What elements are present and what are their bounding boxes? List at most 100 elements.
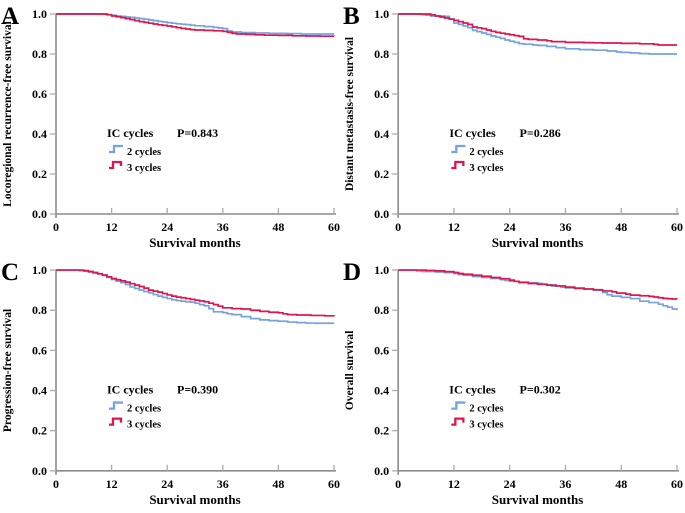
- legend-label-3-cycles: 3 cycles: [127, 420, 161, 431]
- x-tick-label: 48: [615, 220, 627, 234]
- km-curve-3-cycles: [56, 269, 335, 317]
- legend-step-icon-3-cycles: [109, 417, 123, 426]
- x-tick-label: 60: [671, 477, 683, 491]
- panel-b-distant-metastasis-free-survival: 0.0 0.2 0.4 0.6 0.8 1.0 0 12 24 36 48 60 Distant met…: [342, 0, 685, 256]
- y-tick-label: 0.6: [374, 343, 389, 357]
- x-axis-title: Survival months: [492, 235, 584, 250]
- x-tick-label: 12: [106, 220, 118, 234]
- legend-step-icon-3-cycles: [451, 417, 465, 426]
- p-value: P=0.390: [177, 383, 218, 397]
- legend-title: IC cycles: [107, 383, 154, 397]
- y-tick-label: 0.4: [32, 127, 47, 141]
- x-axis-title: Survival months: [492, 492, 584, 507]
- km-curve-2-cycles: [398, 13, 677, 55]
- panel-c-progression-free-survival: 0.0 0.2 0.4 0.6 0.8 1.0 0 12 24 36 48 60 Progression…: [0, 256, 342, 513]
- x-tick-label: 60: [328, 220, 340, 234]
- panel-d-overall-survival: 0.0 0.2 0.4 0.6 0.8 1.0 0 12 24 36 48 60 Overall sur…: [342, 256, 685, 513]
- y-axis-title: Progression-free survival: [2, 309, 14, 432]
- legend-step-icon-3-cycles: [451, 160, 465, 170]
- x-tick-label: 36: [217, 220, 229, 234]
- y-tick-label: 0.0: [32, 207, 47, 221]
- x-tick-label: 24: [161, 477, 173, 491]
- legend-step-icon-2-cycles: [451, 144, 466, 154]
- x-axis-title: Survival months: [149, 492, 240, 507]
- y-tick-label: 0.4: [374, 384, 389, 398]
- p-value: P=0.302: [520, 383, 561, 397]
- legend-title: IC cycles: [449, 383, 496, 397]
- y-tick-label: 1.0: [32, 7, 47, 21]
- p-value: P=0.843: [177, 126, 218, 140]
- km-plot-d: 0.0 0.2 0.4 0.6 0.8 1.0 0 12 24 36 48 60 Overall sur…: [343, 259, 683, 507]
- legend-step-icon-2-cycles: [109, 401, 123, 410]
- x-tick-label: 36: [559, 477, 571, 491]
- x-tick-label: 48: [272, 477, 284, 491]
- x-tick-label: 24: [504, 477, 516, 491]
- y-tick-label: 0.2: [374, 167, 389, 181]
- y-tick-label: 0.2: [374, 424, 389, 438]
- legend-label-3-cycles: 3 cycles: [469, 163, 503, 174]
- p-value: P=0.286: [520, 126, 561, 140]
- legend-label-2-cycles: 2 cycles: [127, 147, 161, 158]
- y-axis-title: Overall survival: [344, 331, 356, 411]
- x-tick-label: 0: [395, 477, 401, 491]
- y-tick-label: 0.2: [32, 167, 47, 181]
- y-tick-label: 1.0: [32, 263, 47, 277]
- legend-label-3-cycles: 3 cycles: [469, 420, 503, 431]
- x-tick-label: 12: [448, 477, 460, 491]
- km-curve-3-cycles: [56, 13, 335, 38]
- y-tick-label: 0.8: [374, 303, 389, 317]
- y-axis-title: Distant metastasis-free survival: [344, 37, 356, 191]
- legend-title: IC cycles: [107, 126, 154, 140]
- legend-step-icon-3-cycles: [109, 160, 123, 170]
- y-tick-label: 0.0: [32, 464, 47, 478]
- x-tick-label: 0: [395, 220, 401, 234]
- x-axis-title: Survival months: [149, 235, 240, 250]
- y-tick-label: 0.6: [32, 87, 47, 101]
- y-tick-label: 0.6: [374, 87, 389, 101]
- y-tick-label: 0.4: [374, 127, 389, 141]
- y-tick-label: 1.0: [374, 7, 389, 21]
- x-tick-label: 36: [217, 477, 229, 491]
- y-tick-label: 0.8: [32, 303, 47, 317]
- x-tick-label: 0: [53, 477, 59, 491]
- km-curve-3-cycles: [398, 13, 677, 46]
- x-tick-label: 12: [448, 220, 460, 234]
- x-tick-label: 24: [504, 220, 516, 234]
- panel-a-locoregional-recurrence-free-survival: 0.0 0.2 0.4 0.6 0.8 1.0 0 12 24 36 48 60 Locoregiona…: [0, 0, 342, 256]
- legend-step-icon-2-cycles: [451, 401, 466, 410]
- x-tick-label: 48: [615, 477, 627, 491]
- panel-letter: C: [1, 259, 19, 286]
- legend-label-2-cycles: 2 cycles: [469, 404, 503, 415]
- legend-title: IC cycles: [449, 126, 496, 140]
- y-tick-label: 0.8: [374, 47, 389, 61]
- panel-letter: B: [343, 3, 360, 30]
- legend-step-icon-2-cycles: [109, 144, 123, 154]
- km-curve-2-cycles: [56, 13, 334, 35]
- y-tick-label: 0.0: [374, 207, 389, 221]
- x-tick-label: 36: [559, 220, 571, 234]
- legend-label-2-cycles: 2 cycles: [127, 404, 161, 415]
- y-tick-label: 0.4: [32, 384, 47, 398]
- y-tick-label: 0.2: [32, 424, 47, 438]
- km-curve-3-cycles: [398, 269, 678, 300]
- x-tick-label: 60: [328, 477, 340, 491]
- x-tick-label: 0: [53, 220, 59, 234]
- km-plot-b: 0.0 0.2 0.4 0.6 0.8 1.0 0 12 24 36 48 60 Distant met…: [343, 3, 683, 250]
- km-curve-2-cycles: [398, 269, 678, 311]
- panel-letter: D: [343, 259, 361, 286]
- km-plot-c: 0.0 0.2 0.4 0.6 0.8 1.0 0 12 24 36 48 60 Progression…: [1, 259, 340, 507]
- legend-label-3-cycles: 3 cycles: [127, 163, 161, 174]
- panel-letter: A: [1, 3, 19, 30]
- y-tick-label: 0.0: [374, 464, 389, 478]
- y-axis-title: Locoregional recurrence-free survival: [2, 21, 14, 207]
- y-tick-label: 0.8: [32, 47, 47, 61]
- x-tick-label: 60: [671, 220, 683, 234]
- km-plot-a: 0.0 0.2 0.4 0.6 0.8 1.0 0 12 24 36 48 60 Locoregiona…: [1, 3, 340, 250]
- y-tick-label: 1.0: [374, 263, 389, 277]
- y-tick-label: 0.6: [32, 343, 47, 357]
- x-tick-label: 12: [106, 477, 118, 491]
- legend-label-2-cycles: 2 cycles: [469, 147, 503, 158]
- x-tick-label: 24: [161, 220, 173, 234]
- x-tick-label: 48: [272, 220, 284, 234]
